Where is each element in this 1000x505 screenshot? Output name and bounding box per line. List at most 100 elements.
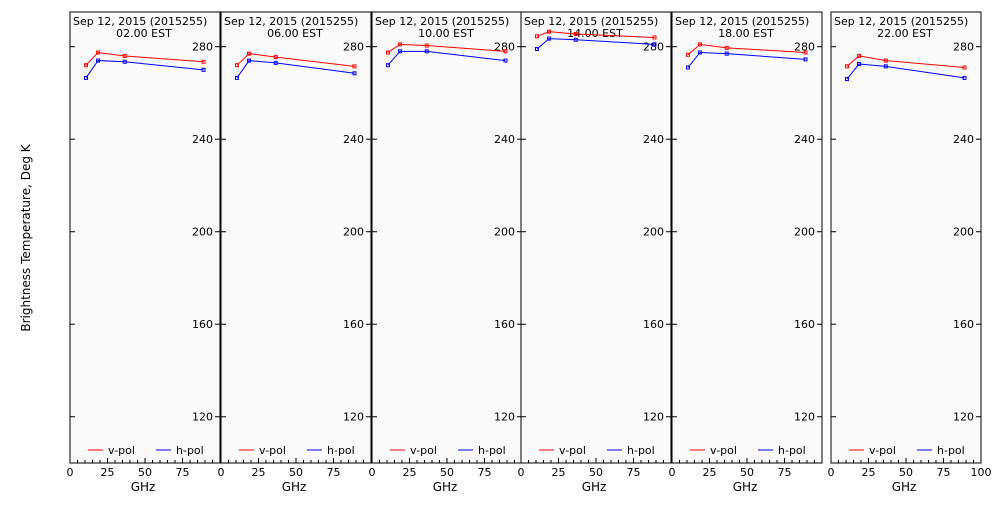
data-point-h-pol <box>385 63 390 68</box>
data-point-h-pol <box>803 57 808 62</box>
data-point-v-pol <box>234 63 239 68</box>
x-tick-label: 25 <box>403 466 417 479</box>
data-point-h-pol <box>96 58 101 63</box>
y-tick-label: 160 <box>343 318 364 331</box>
x-axis-title: GHz <box>433 480 458 494</box>
legend-label-h-pol: h-pol <box>627 444 655 457</box>
x-axis-title: GHz <box>582 480 607 494</box>
panel-2: Sep 12, 2015 (2015255)06.00 EST 120 160 200… <box>218 11 372 494</box>
panel-frame <box>830 11 982 464</box>
panel-title-time: 18.00 EST <box>718 27 774 40</box>
series-line-h-pol <box>236 60 355 79</box>
data-point-v-pol <box>96 50 101 55</box>
x-tick-label: 0 <box>518 466 525 479</box>
x-tick-label: 25 <box>862 466 876 479</box>
series-line-v-pol <box>687 43 806 56</box>
data-point-v-pol <box>247 51 252 56</box>
y-tick-label: 240 <box>343 133 364 146</box>
x-tick-label: 25 <box>252 466 266 479</box>
data-point-v-pol <box>201 59 206 64</box>
legend-label-h-pol: h-pol <box>778 444 806 457</box>
data-point-h-pol <box>883 64 888 69</box>
x-tick-label: 25 <box>101 466 115 479</box>
data-point-h-pol <box>857 62 862 67</box>
y-tick-label: 240 <box>494 133 515 146</box>
x-tick-label: 75 <box>627 466 641 479</box>
data-point-v-pol <box>698 42 703 47</box>
panel-title-time: 14.00 EST <box>567 27 623 40</box>
data-point-h-pol <box>685 65 690 70</box>
data-point-h-pol <box>398 49 403 54</box>
y-tick-label: 160 <box>953 318 974 331</box>
data-point-v-pol <box>385 50 390 55</box>
y-tick-label: 240 <box>192 133 213 146</box>
data-point-v-pol <box>803 50 808 55</box>
y-tick-label: 240 <box>643 133 664 146</box>
data-point-h-pol <box>724 51 729 56</box>
legend-label-h-pol: h-pol <box>327 444 355 457</box>
y-tick-label: 280 <box>192 41 213 54</box>
data-point-v-pol <box>122 53 127 58</box>
panel-title-date: Sep 12, 2015 (2015255) <box>73 15 207 28</box>
series-line-h-pol <box>687 51 806 68</box>
data-point-v-pol <box>398 42 403 47</box>
x-tick-label: 50 <box>138 466 152 479</box>
data-point-v-pol <box>844 64 849 69</box>
legend-label-v-pol: v-pol <box>410 444 437 457</box>
x-tick-label: 50 <box>289 466 303 479</box>
panel-frame <box>671 11 823 464</box>
panel-1: Sep 12, 2015 (2015255)02.00 EST 120 160 200… <box>67 11 221 494</box>
x-axis-title: GHz <box>131 480 156 494</box>
data-point-h-pol <box>247 58 252 63</box>
x-tick-label: 0 <box>669 466 676 479</box>
y-tick-label: 240 <box>794 133 815 146</box>
y-tick-label: 120 <box>643 411 664 424</box>
data-point-v-pol <box>857 53 862 58</box>
panel-5: Sep 12, 2015 (2015255)18.00 EST 120 160 200… <box>669 11 823 494</box>
y-tick-label: 120 <box>953 411 974 424</box>
y-tick-label: 200 <box>494 226 515 239</box>
panel-title-date: Sep 12, 2015 (2015255) <box>834 15 968 28</box>
y-axis-title: Brightness Temperature, Deg K <box>19 143 33 331</box>
panel-title-time: 22.00 EST <box>877 27 933 40</box>
y-tick-label: 160 <box>494 318 515 331</box>
series-line-v-pol <box>536 31 655 38</box>
panel-title-date: Sep 12, 2015 (2015255) <box>375 15 509 28</box>
data-point-v-pol <box>534 34 539 39</box>
panel-title-date: Sep 12, 2015 (2015255) <box>675 15 809 28</box>
x-tick-label: 75 <box>937 466 951 479</box>
x-tick-label: 50 <box>740 466 754 479</box>
x-axis-title: GHz <box>892 480 917 494</box>
data-point-h-pol <box>201 67 206 72</box>
x-tick-label: 75 <box>327 466 341 479</box>
panel-frame <box>371 11 523 464</box>
series-line-v-pol <box>387 43 506 53</box>
y-tick-label: 120 <box>192 411 213 424</box>
x-tick-label: 75 <box>176 466 190 479</box>
data-point-h-pol <box>234 75 239 80</box>
data-point-v-pol <box>503 49 508 54</box>
x-axis-title: GHz <box>282 480 307 494</box>
y-tick-label: 120 <box>794 411 815 424</box>
data-point-h-pol <box>534 47 539 52</box>
x-tick-label: 50 <box>440 466 454 479</box>
legend-label-v-pol: v-pol <box>259 444 286 457</box>
y-tick-label: 200 <box>192 226 213 239</box>
data-point-v-pol <box>273 55 278 60</box>
x-tick-label: 50 <box>899 466 913 479</box>
data-point-h-pol <box>573 37 578 42</box>
legend-label-h-pol: h-pol <box>937 444 965 457</box>
y-tick-label: 280 <box>953 41 974 54</box>
panel-frame <box>69 11 221 464</box>
legend-label-v-pol: v-pol <box>108 444 135 457</box>
x-tick-label: 50 <box>589 466 603 479</box>
y-tick-label: 200 <box>643 226 664 239</box>
panel-frame <box>220 11 372 464</box>
data-point-h-pol <box>122 59 127 64</box>
panel-title-date: Sep 12, 2015 (2015255) <box>224 15 358 28</box>
series-line-h-pol <box>387 50 506 66</box>
data-point-v-pol <box>652 35 657 40</box>
series-line-v-pol <box>846 55 965 69</box>
